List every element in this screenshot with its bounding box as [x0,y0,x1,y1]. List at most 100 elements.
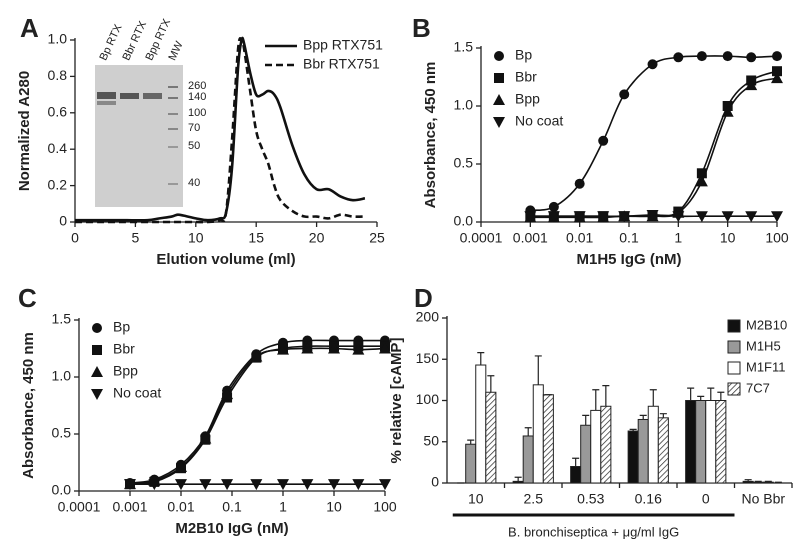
legend-marker [92,323,102,333]
fit-line [129,345,385,485]
y-tick-label: 1.0 [454,97,474,113]
legend-swatch [727,340,741,354]
marker [696,51,707,62]
panel: D 0 50 100 150 200 % relative [cAMP] 10 2.5 0.53 0… [388,283,793,539]
marker [199,479,212,491]
marker [277,343,289,355]
bar [522,435,534,484]
marker [619,89,630,100]
marker [772,66,782,77]
x-tick-label: No Bbr [741,491,785,507]
legend-label: Bpp [113,363,138,379]
line [75,36,365,224]
y-axis-label: Absorbance, 450 nm [422,62,439,209]
fit-line [530,55,778,212]
x-tick-label: 0.001 [513,230,548,246]
gel-lane-label: MW [166,39,185,62]
x-tick-label: 0.001 [112,499,147,515]
marker [597,211,610,223]
y-tick-label: 0.8 [48,67,68,83]
legend-label: Bbr [113,341,135,357]
marker [547,211,560,223]
error-bar [744,479,752,482]
legend-swatch [727,319,741,333]
y-axis-label: % relative [cAMP] [388,338,405,464]
marker [721,105,734,117]
fit-line [129,347,386,485]
marker [722,51,733,62]
legend-label: M1F11 [746,359,786,374]
x-tick-label: 0.1 [619,230,639,246]
bar [570,466,582,484]
marker [250,350,263,362]
gel-marker-label: 50 [188,140,200,152]
error-bar [649,389,657,407]
marker [250,479,263,491]
legend-label: No coat [515,113,563,129]
y-tick-label: 1.5 [52,311,72,327]
x-tick-label: 0.53 [577,491,604,507]
marker [328,342,340,354]
y-tick-label: 200 [416,309,440,325]
marker [646,210,659,222]
marker [524,211,537,223]
bar [532,384,544,484]
marker [548,201,559,212]
x-tick-label: 0.16 [635,491,662,507]
gel-marker-label: 40 [188,177,200,189]
x-tick-label: 0 [71,230,79,246]
marker [574,178,585,189]
y-tick-label: 1.0 [48,31,68,47]
marker [352,479,365,491]
error-bar [524,427,532,436]
marker [647,59,658,70]
marker [221,479,234,491]
panel: A 0 0.2 0.4 0.6 0.8 1.0 0 5 10 15 20 25 Normalized A2… [16,13,385,268]
legend-swatch [727,361,741,375]
marker [352,343,365,355]
error-bar [687,387,695,401]
gel-marker-label: 70 [188,122,200,134]
x-tick-label: 20 [309,230,325,246]
x-tick-label: 0.0001 [58,499,101,515]
y-tick-label: 100 [416,391,440,407]
legend-label: Bpp RTX751 [303,37,383,53]
bar [475,364,487,484]
marker [672,211,685,223]
bar [542,394,554,484]
marker [124,479,136,491]
marker [771,211,783,223]
marker [772,51,782,62]
marker [696,168,707,179]
y-tick-label: 1.5 [454,39,474,55]
x-axis-label: M1H5 IgG (nM) [577,251,682,268]
marker [598,135,609,146]
marker [618,211,631,223]
x-axis-label: B. bronchiseptica + μg/ml IgG [508,524,679,539]
panel: C 0.0 0.5 1.0 1.5 0.0001 0.001 0.01 0.1 1 10 100 Abs… [18,283,397,537]
marker [745,79,758,91]
legend-marker [493,94,505,105]
x-axis-label: Elution volume (ml) [156,251,295,268]
x-tick-label: 100 [765,230,789,246]
error-bar [467,439,475,445]
marker [379,479,391,491]
error-bar [629,428,637,432]
x-tick-label: 15 [248,230,264,246]
legend-label: Bp [515,47,532,63]
y-tick-label: 0.0 [52,482,72,498]
x-tick-label: 10 [188,230,204,246]
legend-label: Bbr [515,69,537,85]
error-bar [717,391,725,401]
legend-label: Bbr RTX751 [303,56,380,72]
bar [657,417,669,484]
bar [742,480,754,484]
x-tick-label: 2.5 [524,491,544,507]
error-bar [602,385,610,407]
legend-marker [494,73,504,83]
y-axis-label: Absorbance, 450 nm [20,332,37,479]
marker [175,461,187,473]
gel-marker-label: 100 [188,107,206,119]
y-tick-label: 0 [59,213,67,229]
